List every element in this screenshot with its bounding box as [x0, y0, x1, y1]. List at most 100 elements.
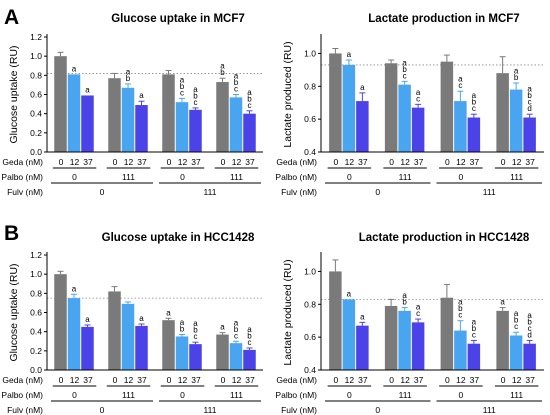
significance-letter: a: [500, 298, 505, 307]
y-tick-label: 0.8: [304, 81, 316, 91]
significance-letter: a: [347, 289, 352, 298]
significance-letter: b: [514, 316, 519, 325]
significance-letter: a: [85, 315, 90, 324]
chart-4: Lactate production in HCC1428 Lactate pro…: [275, 232, 544, 415]
bar: [440, 297, 454, 370]
significance-letter: d: [527, 104, 531, 113]
significance-letter: b: [247, 331, 252, 340]
geda-value: 12: [400, 157, 410, 167]
geda-value: 37: [191, 157, 201, 167]
bar: [108, 291, 121, 370]
significance-letter: a: [402, 58, 407, 67]
significance-letter: a: [402, 291, 407, 300]
bar: [162, 320, 175, 370]
y-tick-label: 1.0: [304, 266, 316, 276]
significance-letter: b: [193, 326, 198, 335]
significance-letter: b: [458, 304, 463, 313]
fulv-value: 111: [204, 405, 217, 415]
geda-value: 0: [59, 375, 64, 385]
chart-title: Glucose uptake in MCF7: [111, 13, 245, 25]
charts-group: Glucose uptake in MCF7 Glucose uptake (RU…: [1, 13, 544, 415]
chart-2: Lactate production in MCF7 Lactate produc…: [275, 13, 544, 197]
bar: [523, 117, 536, 152]
significance-letter: b: [180, 325, 185, 334]
bar: [216, 334, 229, 370]
significance-letter: a: [193, 85, 198, 94]
palbo-value: 0: [180, 390, 185, 400]
geda-value: 37: [191, 375, 201, 385]
y-tick-label: 0.8: [30, 70, 42, 80]
significance-letter: c: [194, 98, 198, 107]
palbo-value: 0: [347, 390, 352, 400]
bar: [509, 335, 523, 370]
bar: [243, 113, 256, 152]
geda-value: 37: [525, 157, 535, 167]
bar: [229, 97, 243, 152]
palbo-value: 0: [72, 390, 77, 400]
geda-value: 0: [113, 157, 118, 167]
geda-value: 12: [178, 375, 188, 385]
significance-letter: a: [180, 75, 185, 84]
significance-letter: b: [247, 94, 252, 103]
geda-value: 37: [470, 375, 480, 385]
palbo-value: 111: [230, 390, 243, 400]
geda-value: 37: [358, 375, 368, 385]
geda-value: 12: [232, 157, 242, 167]
bar: [216, 82, 229, 152]
significance-letter: c: [248, 101, 252, 110]
chart-3: Glucose uptake in HCC1428 Glucose uptake …: [1, 232, 263, 415]
significance-letter: a: [514, 67, 519, 76]
palbo-value: 111: [122, 172, 135, 182]
palbo-value: 0: [180, 172, 185, 182]
significance-letter: b: [193, 91, 198, 100]
significance-letter: c: [514, 322, 518, 331]
bar: [175, 102, 189, 152]
fulv-value: 111: [483, 187, 496, 197]
y-tick-label: 0.6: [30, 308, 42, 318]
palbo-value: 0: [347, 172, 352, 182]
bar: [329, 271, 342, 370]
significance-letter: a: [527, 85, 532, 94]
geda-value: 0: [445, 157, 450, 167]
significance-letter: c: [472, 330, 476, 339]
bar: [356, 325, 369, 370]
chart-1: Glucose uptake in MCF7 Glucose uptake (RU…: [1, 13, 263, 197]
geda-value: 12: [178, 157, 188, 167]
significance-letter: c: [528, 324, 532, 333]
bar: [384, 305, 398, 370]
condition-row-label: Palbo (nM): [1, 172, 43, 182]
geda-value: 0: [389, 375, 394, 385]
bar: [54, 274, 67, 370]
geda-value: 37: [525, 375, 535, 385]
fulv-value: 111: [204, 187, 217, 197]
bar: [162, 74, 175, 152]
bar: [243, 349, 256, 370]
geda-value: 0: [501, 157, 506, 167]
y-tick-label: 0.2: [30, 346, 42, 356]
geda-value: 0: [445, 375, 450, 385]
bar: [342, 299, 356, 370]
significance-letter: a: [180, 318, 185, 327]
significance-letter: b: [472, 98, 477, 107]
significance-letter: d: [527, 330, 531, 339]
significance-letter: a: [360, 83, 365, 92]
fulv-value: 0: [100, 187, 105, 197]
fulv-value: 0: [375, 187, 380, 197]
bar: [523, 343, 536, 370]
bar: [342, 64, 356, 152]
bar: [329, 53, 342, 152]
significance-letter: c: [234, 85, 238, 94]
geda-value: 0: [334, 157, 339, 167]
significance-letter: a: [85, 85, 90, 94]
y-axis-label: Lactate produced (RU): [282, 41, 294, 147]
geda-value: 37: [414, 375, 424, 385]
bar: [81, 95, 94, 152]
significance-letter: a: [220, 62, 225, 71]
geda-value: 0: [221, 375, 226, 385]
significance-letter: b: [402, 65, 407, 74]
geda-value: 12: [345, 375, 355, 385]
significance-letter: a: [472, 317, 477, 326]
panel-label-b: B: [4, 222, 19, 245]
bar: [440, 61, 454, 153]
